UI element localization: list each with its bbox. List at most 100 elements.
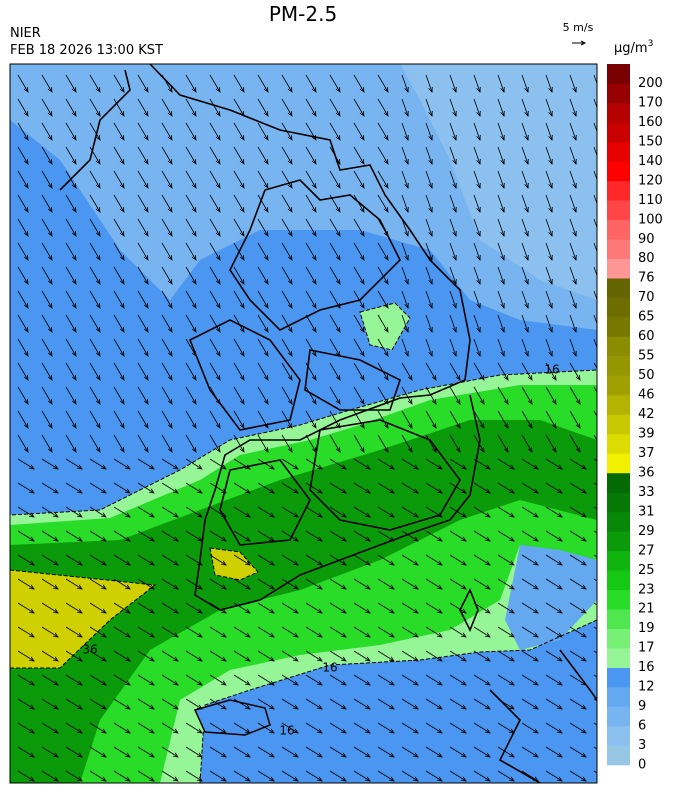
wind-arrowhead — [196, 488, 203, 494]
wind-arrow — [89, 362, 101, 381]
wind-arrowhead — [532, 488, 539, 494]
colorbar-box — [607, 472, 630, 493]
wind-arrow — [401, 386, 413, 405]
wind-arrowhead — [143, 158, 149, 165]
wind-arrow — [449, 74, 457, 93]
wind-arrowhead — [455, 446, 461, 453]
wind-arrow — [233, 554, 251, 566]
wind-arrow — [497, 530, 515, 542]
wind-arrowhead — [287, 446, 293, 453]
wind-arrowhead — [76, 488, 83, 494]
wind-arrow — [521, 458, 539, 470]
wind-arrow — [305, 386, 317, 405]
wind-arrowhead — [316, 584, 323, 590]
wind-arrowhead — [52, 488, 59, 494]
wind-arrowhead — [143, 374, 149, 381]
colorbar-label: 0 — [638, 758, 646, 773]
wind-arrowhead — [484, 680, 491, 686]
wind-arrow — [569, 386, 581, 405]
wind-arrowhead — [148, 584, 155, 590]
wind-arrowhead — [460, 752, 467, 758]
wind-arrow — [401, 194, 409, 213]
wind-arrow — [257, 362, 269, 381]
wind-arrowhead — [359, 446, 365, 453]
wind-arrow — [521, 506, 539, 518]
wind-arrow — [65, 650, 83, 662]
wind-arrow — [401, 314, 409, 333]
wind-arrow — [89, 674, 107, 686]
wind-arrowhead — [124, 512, 131, 518]
wind-arrow — [449, 314, 457, 333]
wind-arrow — [161, 194, 173, 213]
wind-arrow — [377, 362, 389, 381]
wind-arrowhead — [119, 398, 125, 405]
wind-arrowhead — [172, 752, 179, 758]
wind-arrow — [161, 146, 173, 165]
wind-arrowhead — [452, 350, 457, 357]
wind-arrowhead — [287, 110, 293, 117]
wind-arrow — [521, 674, 539, 686]
wind-arrowhead — [548, 278, 553, 285]
field-9 — [505, 545, 597, 650]
wind-arrow — [161, 626, 179, 638]
wind-arrowhead — [532, 512, 539, 518]
colorbar-label: 31 — [638, 504, 655, 519]
wind-arrow — [41, 698, 59, 710]
wind-arrowhead — [412, 560, 419, 566]
wind-arrow — [41, 242, 53, 261]
wind-arrowhead — [244, 488, 251, 494]
wind-arrowhead — [340, 704, 347, 710]
wind-arrow — [377, 530, 395, 542]
wind-arrowhead — [100, 728, 107, 734]
wind-arrowhead — [335, 302, 341, 309]
wind-arrow — [425, 746, 443, 758]
wind-arrowhead — [23, 350, 29, 357]
wind-arrowhead — [500, 350, 505, 357]
wind-arrowhead — [575, 446, 581, 453]
wind-arrowhead — [556, 704, 563, 710]
wind-arrowhead — [503, 374, 509, 381]
wind-arrow — [401, 506, 419, 518]
contour-label: 16 — [544, 363, 559, 377]
wind-arrowhead — [580, 656, 587, 662]
wind-arrowhead — [452, 278, 457, 285]
wind-arrow — [329, 746, 347, 758]
wind-arrow — [377, 602, 395, 614]
wind-arrowhead — [215, 398, 221, 405]
wind-arrow — [497, 434, 509, 453]
wind-arrowhead — [47, 326, 53, 333]
wind-arrow — [473, 722, 491, 734]
wind-arrowhead — [239, 110, 245, 117]
wind-arrow — [281, 362, 293, 381]
wind-arrow — [353, 530, 371, 542]
wind-arrow — [41, 434, 53, 453]
wind-arrowhead — [47, 182, 53, 189]
wind-arrow — [329, 650, 347, 662]
wind-arrow — [113, 770, 131, 782]
wind-arrow — [209, 506, 227, 518]
wind-arrow — [377, 98, 389, 117]
wind-arrowhead — [148, 608, 155, 614]
wind-arrowhead — [196, 704, 203, 710]
wind-arrowhead — [460, 536, 467, 542]
wind-arrow — [281, 650, 299, 662]
wind-arrow — [41, 122, 53, 141]
wind-arrow — [473, 266, 481, 285]
wind-arrowhead — [220, 656, 227, 662]
wind-arrow — [521, 602, 539, 614]
wind-arrow — [497, 698, 515, 710]
wind-arrow — [377, 266, 389, 285]
wind-arrow — [593, 74, 597, 85]
wind-arrowhead — [359, 350, 365, 357]
wind-arrow — [185, 290, 197, 309]
wind-arrow — [305, 554, 323, 566]
wind-arrow — [89, 626, 107, 638]
wind-arrow — [257, 746, 275, 758]
wind-arrowhead — [527, 422, 533, 429]
wind-arrowhead — [572, 206, 577, 213]
wind-arrow — [257, 530, 275, 542]
wind-arrowhead — [220, 608, 227, 614]
wind-arrowhead — [215, 446, 221, 453]
wind-arrow — [305, 482, 323, 494]
wind-arrow — [497, 266, 505, 285]
